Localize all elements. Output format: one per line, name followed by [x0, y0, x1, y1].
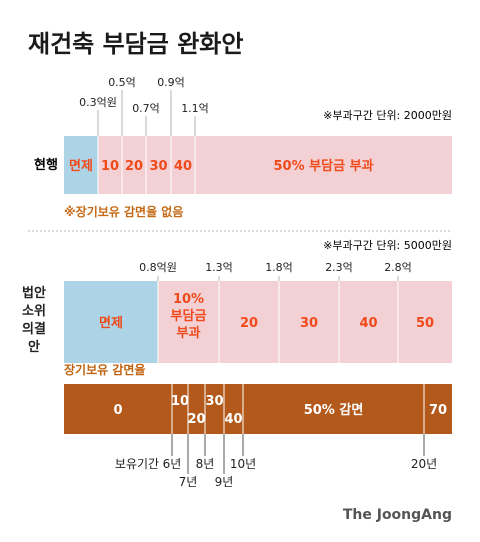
- tenure-axis-label-year: 7년: [179, 475, 198, 489]
- current-threshold-labels: 0.3억원 0.5억 0.7억 0.9억 1.1억: [79, 76, 209, 136]
- tenure-segment-4: [224, 384, 243, 434]
- proposed-row-label: 법안 소위 의결 안: [22, 285, 46, 355]
- current-note: ※장기보유 감면율 없음: [64, 204, 183, 219]
- current-segment-1: [98, 136, 122, 194]
- tenure-segment-label: 50% 감면: [304, 402, 364, 418]
- current-unit-note: ※부과구간 단위: 2000만원: [323, 109, 452, 122]
- current-threshold-label: 0.7억: [132, 102, 160, 115]
- tenure-segment-label: 0: [113, 403, 122, 418]
- proposed-segment-label: 50: [416, 316, 434, 331]
- tenure-segment-3: [205, 384, 224, 434]
- current-segment-label: 40: [174, 159, 192, 174]
- current-segment-5: [195, 136, 452, 194]
- current-threshold-label: 0.3억원: [79, 96, 117, 109]
- proposed-row-label-text: 법안 소위 의결 안: [22, 285, 46, 355]
- tenure-segment-2: [188, 384, 205, 434]
- tenure-segment-label: 20: [187, 412, 205, 427]
- current-segment-0: [64, 136, 98, 194]
- current-segment-3: [146, 136, 171, 194]
- proposed-segment-3: [279, 281, 339, 363]
- tenure-axis-label-year: 10년: [230, 457, 256, 471]
- proposed-segment-label: 면제: [99, 315, 123, 331]
- tenure-segment-label: 30: [205, 394, 223, 409]
- credit-logo: The JoongAng: [343, 507, 452, 523]
- tenure-segment-5: [243, 384, 424, 434]
- proposed-threshold-label: 1.8억: [265, 261, 293, 274]
- proposed-threshold-label: 2.3억: [325, 261, 353, 274]
- chart-title: 재건축 부담금 완화안: [28, 30, 243, 58]
- tenure-axis-label: 보유기간: [115, 457, 159, 471]
- current-threshold-label: 1.1억: [181, 102, 209, 115]
- current-tax-bar: 면제 10 20 30 40 50% 부담금 부과: [64, 136, 452, 194]
- tenure-chart-title: 장기보유 감면율: [64, 362, 145, 377]
- proposed-segment-0: [64, 281, 158, 363]
- proposed-segment-1: [158, 281, 219, 363]
- tenure-segment-6: [424, 384, 452, 434]
- tenure-axis-label-year: 20년: [411, 457, 437, 471]
- current-segment-label: 10: [101, 159, 119, 174]
- proposed-tax-bar: 면제 10% 부담금 부과 20 30 40 50: [64, 281, 452, 363]
- tenure-segment-1: [172, 384, 188, 434]
- proposed-segment-label: 40: [359, 316, 377, 331]
- tenure-segment-label: 70: [429, 403, 447, 418]
- proposed-segment-label: 30: [300, 316, 318, 331]
- proposed-segment-2: [219, 281, 279, 363]
- proposed-segment-5: [398, 281, 452, 363]
- current-segment-label: 50% 부담금 부과: [274, 159, 374, 174]
- proposed-threshold-label: 1.3억: [205, 261, 233, 274]
- proposed-threshold-label: 2.8억: [384, 261, 412, 274]
- proposed-threshold-labels: 0.8억원 1.3억 1.8억 2.3억 2.8억: [139, 261, 412, 281]
- tenure-axis-label-year: 6년: [163, 457, 182, 471]
- current-threshold-label: 0.9억: [157, 76, 185, 89]
- tenure-segment-label: 10: [171, 394, 189, 409]
- proposed-segment-4: [339, 281, 398, 363]
- tenure-segment-label: 40: [224, 412, 242, 427]
- current-segment-4: [171, 136, 195, 194]
- proposed-unit-note: ※부과구간 단위: 5000만원: [323, 239, 452, 252]
- current-segment-label: 면제: [69, 158, 93, 174]
- proposed-threshold-label: 0.8억원: [139, 261, 177, 274]
- current-segment-2: [122, 136, 146, 194]
- proposed-segment-label: 20: [240, 316, 258, 331]
- current-row-label: 현행: [34, 157, 58, 173]
- current-segment-label: 20: [125, 159, 143, 174]
- current-segment-label: 30: [149, 159, 167, 174]
- tenure-segment-0: [64, 384, 172, 434]
- tenure-axis-label-year: 9년: [215, 475, 234, 489]
- current-threshold-label: 0.5억: [108, 76, 136, 89]
- tenure-axis-label-year: 8년: [196, 457, 215, 471]
- proposed-segment-label: 10% 부담금 부과: [171, 292, 207, 341]
